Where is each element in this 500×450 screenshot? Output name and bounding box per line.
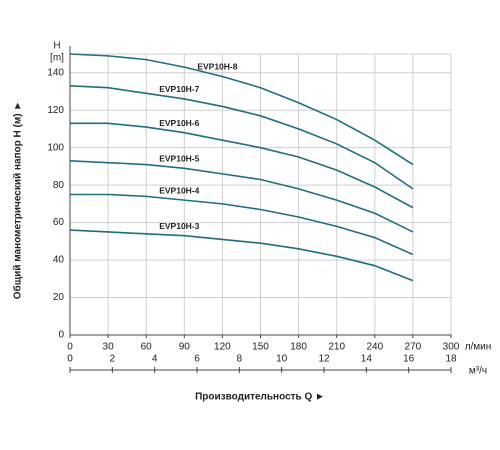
x-axis-title: Производительность Q ► — [195, 392, 325, 403]
x2-tick-label: 12 — [318, 354, 330, 365]
curve — [69, 85, 414, 190]
x-tick-label: 60 — [141, 342, 153, 353]
series-label: EVP10H-5 — [159, 154, 199, 164]
y-tick-label: 100 — [47, 142, 64, 153]
x-tick-label: 30 — [103, 342, 115, 353]
curve — [69, 159, 414, 233]
x-tick-label: 90 — [179, 342, 191, 353]
y-tick-label: 40 — [53, 255, 65, 266]
x2-tick-label: 14 — [361, 354, 373, 365]
x2-tick-label: 2 — [110, 354, 116, 365]
y-tick-label: 120 — [47, 105, 64, 116]
x-axis-unit: л/мин — [465, 342, 492, 353]
y-axis-title: Общий манометрический напор H (м) ► — [12, 101, 24, 300]
y-tick-label: 140 — [47, 67, 64, 78]
y-axis-unit: [m] — [50, 53, 64, 64]
x-tick-label: 180 — [290, 342, 307, 353]
x-tick-label: 300 — [443, 342, 460, 353]
series-label: EVP10H-7 — [159, 84, 199, 94]
x-tick-label: 240 — [366, 342, 383, 353]
series-label: EVP10H-6 — [159, 118, 199, 128]
y-tick-label: 20 — [53, 292, 65, 303]
x2-axis-unit: м³/ч — [469, 366, 487, 377]
x2-tick-label: 18 — [445, 354, 457, 365]
curve — [69, 53, 414, 166]
curve — [70, 122, 414, 209]
x-tick-label: 120 — [214, 342, 231, 353]
x2-tick-label: 16 — [403, 354, 415, 365]
series-label: EVP10H-8 — [197, 62, 237, 72]
x2-tick-label: 4 — [152, 354, 158, 365]
y-tick-label: 0 — [58, 330, 64, 341]
curve — [69, 229, 414, 282]
y-axis-name: H — [53, 41, 60, 52]
series-label: EVP10H-3 — [159, 221, 199, 231]
series-label: EVP10H-4 — [159, 185, 199, 195]
y-tick-label: 60 — [53, 217, 65, 228]
y-tick-label: 80 — [53, 180, 65, 191]
x-tick-label: 210 — [328, 342, 345, 353]
x-tick-label: 150 — [252, 342, 269, 353]
x2-tick-label: 0 — [67, 354, 73, 365]
x2-tick-label: 8 — [237, 354, 243, 365]
curve — [70, 193, 414, 256]
x-tick-label: 0 — [67, 342, 73, 353]
x2-tick-label: 6 — [194, 354, 200, 365]
x2-tick-label: 10 — [276, 354, 288, 365]
x-tick-label: 270 — [405, 342, 422, 353]
